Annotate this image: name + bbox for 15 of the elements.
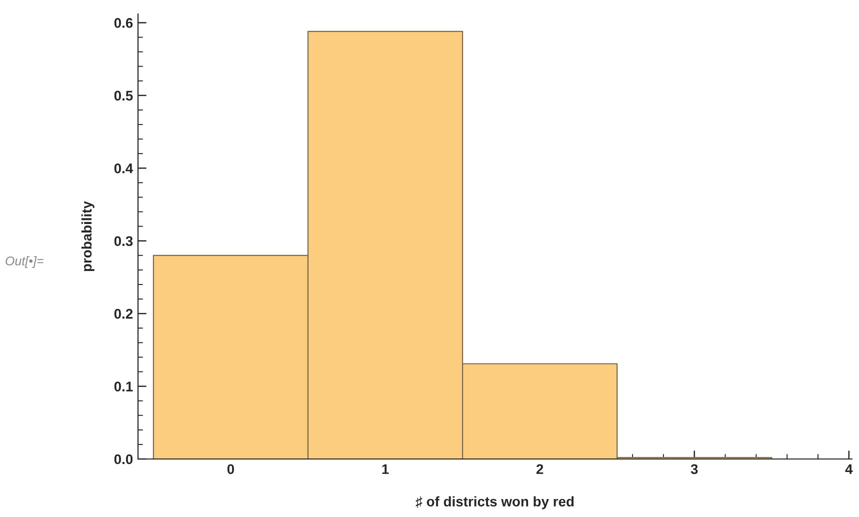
y-tick-label: 0.1 (114, 382, 133, 392)
y-tick-label: 0.5 (114, 90, 133, 101)
x-tick-label: 2 (536, 464, 544, 474)
y-tick-label: 0.0 (114, 454, 133, 464)
x-tick-label: 1 (382, 464, 389, 474)
y-tick-label: 0.6 (114, 18, 133, 28)
x-tick-label: 4 (845, 464, 853, 474)
x-tick-label: 0 (227, 464, 234, 474)
x-axis-title: ♯ of districts won by red (416, 496, 574, 510)
y-tick-label: 0.2 (114, 308, 133, 319)
x-tick-label: 3 (690, 464, 698, 474)
y-tick-label: 0.3 (114, 236, 133, 246)
text: Out[•]= (6, 256, 44, 268)
y-tick-label: 0.4 (114, 163, 134, 174)
y-axis-title: probability (81, 201, 94, 272)
